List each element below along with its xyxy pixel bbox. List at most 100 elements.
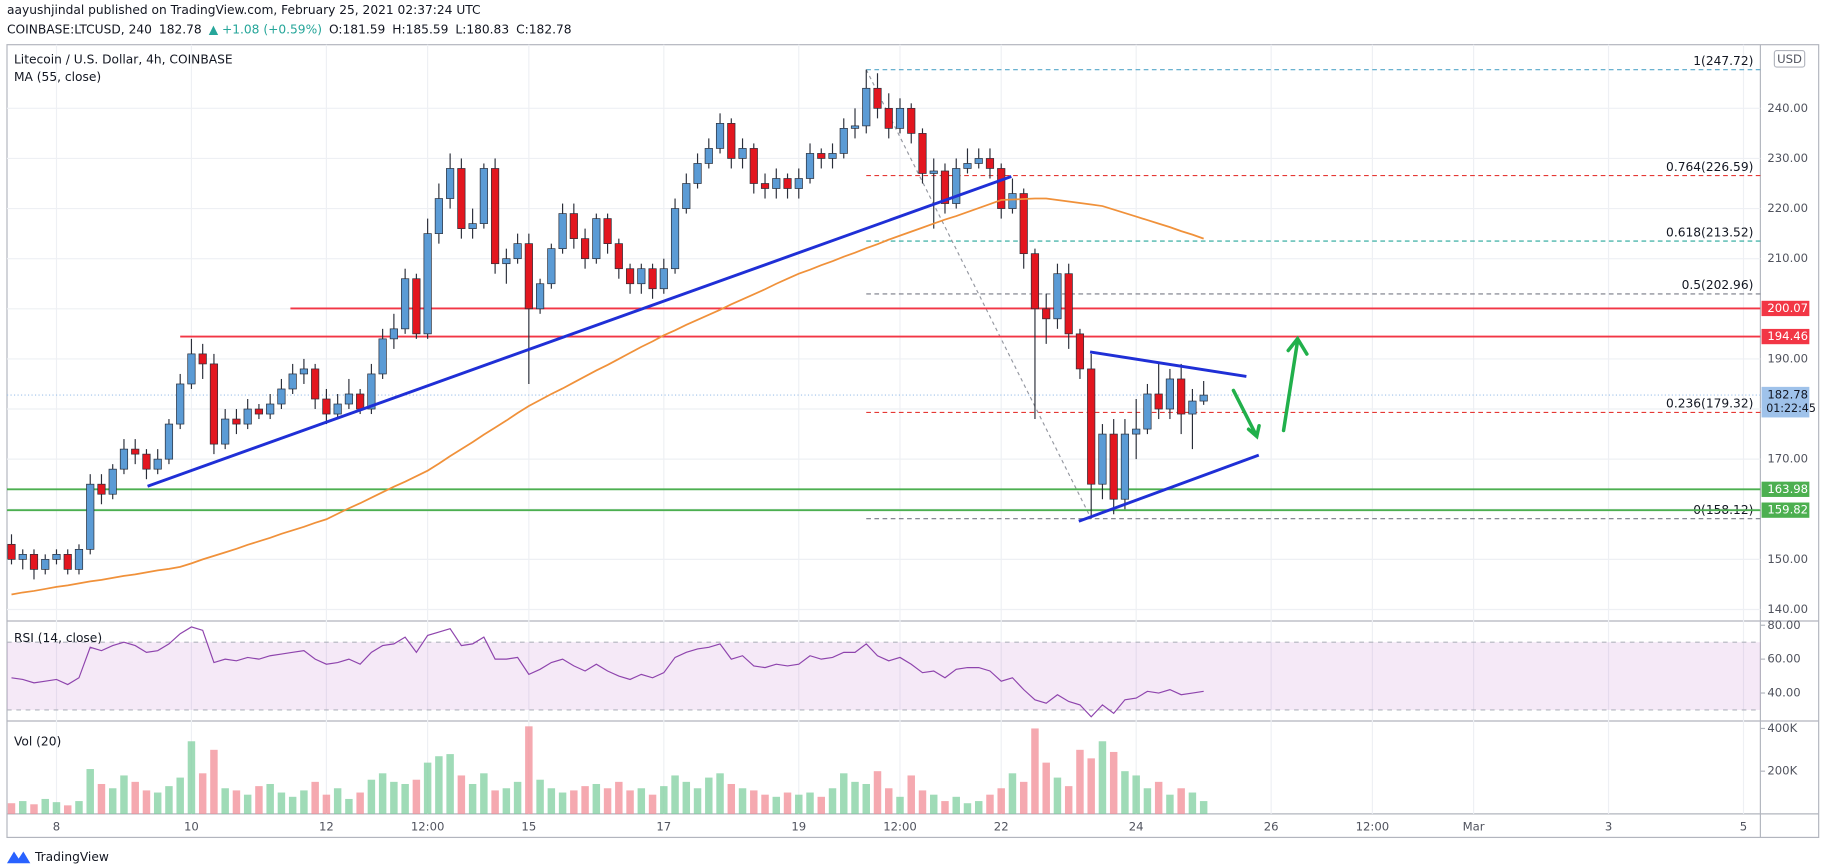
volume-bar [738, 788, 747, 814]
volume-bar [142, 790, 151, 814]
x-tick-label: 12:00 [883, 819, 917, 833]
volume-bar [41, 798, 49, 814]
candle-body [884, 107, 893, 129]
volume-bar [300, 790, 308, 814]
volume-bar [311, 781, 319, 814]
x-tick-label: 22 [994, 819, 1009, 833]
volume-bar [120, 775, 128, 814]
candle-body [176, 383, 185, 425]
x-tick-label: Mar [1463, 819, 1485, 833]
volume-bar [502, 788, 511, 814]
candle-body [209, 363, 219, 445]
y-tick-label: 400K [1767, 721, 1797, 735]
volume-bar [716, 773, 724, 814]
volume-bar [435, 756, 443, 814]
last: 182.78 [159, 22, 202, 36]
volume-bar [547, 788, 556, 814]
candle-body [1143, 393, 1152, 430]
candle-body [131, 448, 140, 455]
candle-body [423, 233, 432, 335]
candle-body [344, 393, 353, 405]
volume-bar [1121, 771, 1129, 814]
candle-body [952, 168, 961, 204]
volume-bar [198, 773, 207, 814]
level-label: 194.46 [1767, 329, 1808, 343]
candle-body [1087, 368, 1096, 485]
volume-bar [750, 790, 758, 814]
candle-body [243, 408, 252, 425]
currency-button[interactable] [1773, 49, 1806, 68]
candle-body [581, 238, 590, 260]
candle-body [895, 107, 905, 129]
candle-body [659, 268, 668, 290]
volume-bar [468, 783, 477, 814]
fib-label: 0.764(226.59) [1666, 160, 1753, 174]
candle-body [389, 328, 398, 340]
candle-body [356, 393, 365, 410]
candle-body [401, 278, 410, 330]
level-tag [1761, 300, 1810, 317]
volume-bar [1064, 786, 1073, 814]
volume-bar [19, 801, 27, 814]
y-tick-label: 80.00 [1767, 618, 1800, 632]
candle-body [1098, 433, 1107, 485]
volume-bar [1188, 792, 1197, 814]
volume-bar [345, 798, 353, 814]
volume-bar [491, 790, 499, 814]
x-tick-label: 24 [1129, 819, 1144, 833]
candle-body [311, 368, 320, 400]
y-tick-label: 60.00 [1767, 652, 1800, 666]
volume-bar [367, 779, 376, 814]
candle-body [805, 153, 815, 179]
x-tick-label: 10 [184, 819, 199, 833]
volume-bar [727, 783, 736, 814]
volume-title: Vol (20) [14, 735, 61, 749]
candle-body [513, 243, 522, 260]
high: H:185.59 [392, 22, 448, 36]
volume-bar [480, 773, 488, 814]
x-tick-label: 19 [791, 819, 806, 833]
symbol: COINBASE:LTCUSD, 240 [7, 22, 152, 36]
level-label: 200.07 [1767, 301, 1808, 315]
volume-bar [840, 773, 848, 814]
open: O:181.59 [329, 22, 385, 36]
volume-bar [1154, 781, 1163, 814]
volume-bar [1008, 773, 1017, 814]
volume-bar [412, 779, 421, 814]
volume-bar [918, 790, 927, 814]
candle-body [749, 148, 758, 184]
volume-bar [806, 792, 814, 814]
volume-bar [165, 786, 173, 814]
volume-bar [648, 794, 657, 814]
candle-body [63, 554, 72, 570]
candle-body [929, 170, 938, 174]
volume-bar [153, 792, 162, 814]
currency[interactable]: USD [1777, 52, 1802, 66]
brand-logo [6, 851, 31, 864]
x-tick-label: 5 [1740, 819, 1747, 833]
volume-bar [1199, 801, 1208, 814]
volume-bar [603, 788, 612, 814]
candle-body [1064, 273, 1073, 335]
candle-body [221, 418, 230, 445]
volume-bar [761, 794, 769, 814]
volume-bar [795, 794, 803, 814]
x-tick-label: 8 [53, 819, 60, 833]
candle-body [974, 158, 983, 164]
candle-body [153, 458, 162, 470]
candle-body [1177, 378, 1186, 415]
volume-bar [873, 771, 882, 814]
chart-title: Litecoin / U.S. Dollar, 4h, COINBASE [14, 52, 233, 66]
volume-bar [1042, 762, 1050, 814]
candle-body [1042, 308, 1051, 320]
candle-body [1165, 378, 1175, 410]
volume-bar [187, 741, 196, 814]
y-tick-label: 220.00 [1767, 201, 1808, 215]
fib-label: 0.618(213.52) [1666, 225, 1753, 239]
candle-body [850, 125, 860, 129]
candle-body [603, 218, 612, 245]
candle-body [288, 373, 297, 390]
candle-body [1188, 400, 1197, 415]
x-tick-label: 3 [1605, 819, 1612, 833]
